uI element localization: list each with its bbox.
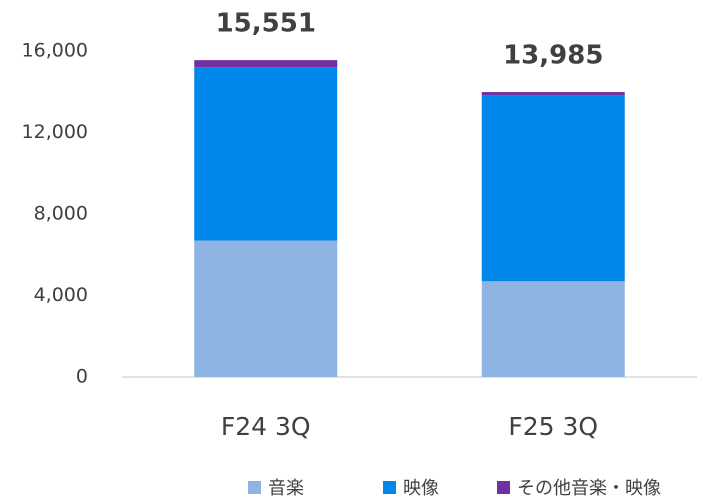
bar-segment bbox=[194, 67, 338, 241]
legend-swatch bbox=[497, 481, 510, 494]
legend-label: 映像 bbox=[403, 478, 439, 499]
bar-segment bbox=[481, 281, 625, 377]
total-label: 13,985 bbox=[503, 41, 603, 71]
y-tick-label: 16,000 bbox=[22, 40, 88, 62]
legend-label: 音楽 bbox=[268, 478, 304, 499]
y-tick-label: 4,000 bbox=[34, 284, 88, 306]
x-tick-label: F24 3Q bbox=[221, 412, 311, 441]
bar-segment bbox=[194, 240, 338, 377]
legend-swatch bbox=[383, 481, 396, 494]
y-tick-label: 0 bbox=[76, 366, 88, 388]
x-tick-label: F25 3Q bbox=[508, 412, 598, 441]
bar-segment bbox=[194, 60, 338, 68]
y-tick-label: 8,000 bbox=[34, 203, 88, 225]
total-label: 15,551 bbox=[216, 9, 316, 39]
bar-segment bbox=[481, 92, 625, 96]
bar-segment bbox=[481, 95, 625, 282]
y-tick-label: 12,000 bbox=[22, 121, 88, 143]
legend-label: その他音楽・映像 bbox=[517, 478, 661, 499]
legend-swatch bbox=[248, 481, 261, 494]
